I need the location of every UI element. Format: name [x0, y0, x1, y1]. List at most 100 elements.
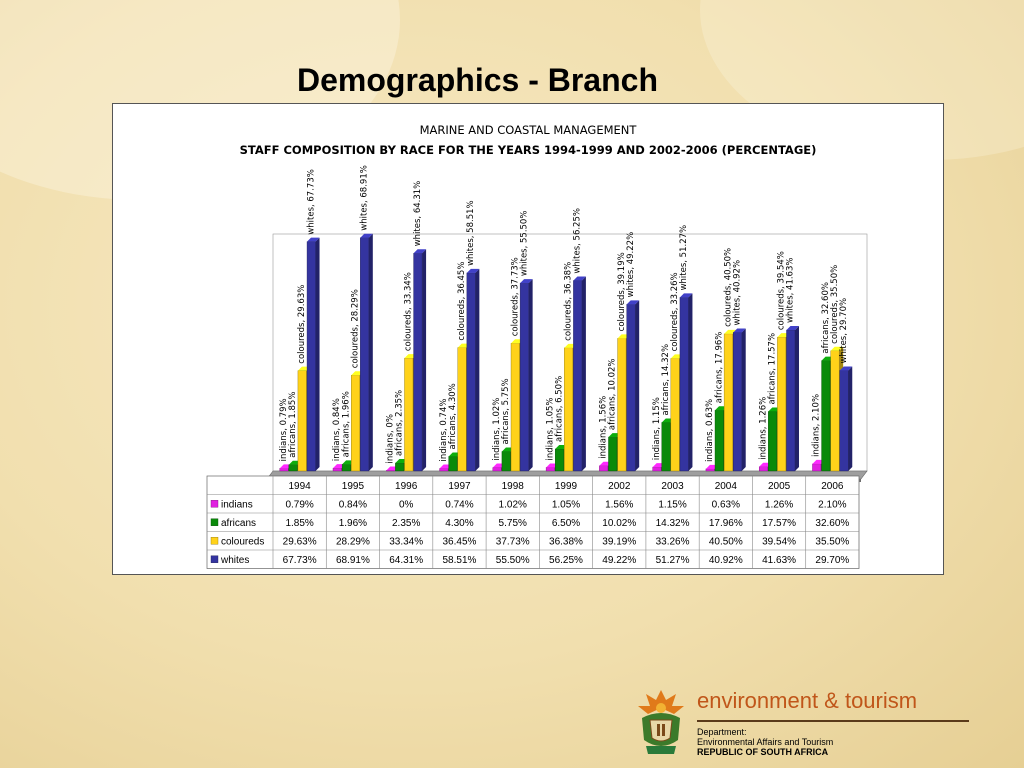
- table-cell-value: 0.79%: [285, 499, 313, 510]
- table-cell-value: 67.73%: [283, 555, 317, 566]
- table-cell-value: 33.34%: [389, 536, 423, 547]
- table-cell-value: 36.45%: [442, 536, 476, 547]
- table-cell-value: 1.85%: [285, 518, 313, 529]
- table-cell-value: 33.26%: [656, 536, 690, 547]
- bar-side: [688, 293, 693, 471]
- bar-top: [360, 233, 373, 238]
- bar-data-label: whites, 41.63%: [786, 258, 796, 324]
- table-cell-value: 55.50%: [496, 555, 530, 566]
- bar-front: [466, 272, 476, 472]
- bar-front: [812, 463, 822, 472]
- bar-data-label: africans, 4.30%: [448, 383, 458, 449]
- category-tick-label: 1998: [502, 481, 525, 492]
- bar-front: [545, 467, 555, 472]
- bar-front: [288, 464, 298, 472]
- bar-data-label: africans, 17.57%: [768, 333, 778, 405]
- table-cell-value: 36.38%: [549, 536, 583, 547]
- bar-front: [448, 456, 458, 472]
- category-tick-label: 2003: [661, 481, 684, 492]
- bar-front: [413, 253, 423, 472]
- legend-swatch: [210, 518, 219, 526]
- chart-panel: MARINE AND COASTAL MANAGEMENT STAFF COMP…: [112, 103, 944, 575]
- bar-front: [768, 411, 777, 472]
- legend-entry: africans: [221, 518, 256, 529]
- country-name: REPUBLIC OF SOUTH AFRICA: [697, 747, 829, 757]
- brand-name: environment & tourism: [697, 688, 918, 713]
- table-cell-value: 0.84%: [339, 499, 367, 510]
- bar-front: [679, 297, 689, 472]
- bar-data-label: indians, 0%: [386, 414, 396, 463]
- bar-top: [839, 366, 853, 371]
- legend-entry: coloureds: [221, 536, 264, 547]
- bar: [573, 276, 586, 472]
- table-cell-value: 39.54%: [762, 536, 796, 547]
- bar: [839, 366, 853, 472]
- bar-data-label: africans, 6.50%: [554, 376, 564, 442]
- table-cell-value: 68.91%: [336, 555, 370, 566]
- bar-data-label: whites, 56.25%: [573, 208, 583, 274]
- bar-front: [786, 329, 796, 472]
- bar-front: [510, 343, 520, 472]
- bar-data-label: indians, 0.84%: [332, 398, 342, 461]
- bar-front: [617, 338, 627, 472]
- table-cell-value: 0%: [399, 499, 414, 510]
- category-tick-label: 2005: [768, 481, 791, 492]
- bar-side: [581, 276, 586, 471]
- bar-front: [705, 468, 715, 472]
- bar-data-label: africans, 2.35%: [395, 390, 405, 456]
- table-cell-value: 28.29%: [336, 536, 370, 547]
- bar: [466, 268, 480, 472]
- table-cell-value: 0.74%: [445, 499, 473, 510]
- bar-side: [422, 249, 427, 471]
- bar-data-label: indians, 0.74%: [439, 399, 449, 462]
- category-tick-label: 1996: [395, 481, 418, 492]
- bar-data-label: whites, 55.50%: [519, 211, 529, 277]
- table-cell-value: 1.56%: [605, 499, 633, 510]
- bar: [306, 237, 320, 472]
- bar-data-label: whites, 67.73%: [306, 169, 316, 235]
- legend-swatch: [210, 537, 219, 545]
- bar-side: [794, 326, 799, 471]
- bar-front: [457, 347, 467, 472]
- category-tick-label: 2004: [715, 481, 738, 492]
- bar-front: [830, 350, 840, 472]
- table-cell-value: 6.50%: [552, 518, 580, 529]
- bar-front: [386, 470, 395, 472]
- bar-front: [395, 462, 405, 472]
- bar-data-label: indians, 1.05%: [545, 398, 555, 461]
- bar-data-label: coloureds, 33.26%: [670, 272, 680, 351]
- bar-front: [439, 468, 449, 472]
- bar-side: [741, 328, 746, 471]
- bar-front: [839, 370, 849, 472]
- table-cell-value: 2.10%: [818, 499, 846, 510]
- bar-front: [661, 422, 671, 472]
- bar-data-label: indians, 1.15%: [652, 397, 662, 460]
- bar-front: [652, 466, 662, 472]
- bar-data-label: coloureds, 36.38%: [564, 262, 574, 341]
- table-cell-value: 17.96%: [709, 518, 743, 529]
- legend-swatch: [210, 555, 219, 563]
- category-tick-label: 2002: [608, 481, 631, 492]
- table-cell-value: 40.92%: [709, 555, 743, 566]
- bar-data-label: whites, 64.31%: [413, 181, 423, 247]
- bar-data-label: coloureds, 39.54%: [777, 251, 787, 330]
- table-cell-value: 35.50%: [815, 536, 849, 547]
- table-cell-value: 1.05%: [552, 499, 580, 510]
- bar-data-label: whites, 58.51%: [466, 200, 476, 266]
- bar-front: [564, 347, 573, 472]
- table-cell-value: 41.63%: [762, 555, 796, 566]
- bar-front: [519, 282, 529, 472]
- legend-entry: indians: [221, 499, 253, 510]
- bar-top: [786, 326, 799, 331]
- bar: [360, 233, 373, 472]
- bar-side: [368, 233, 373, 471]
- bar-data-label: whites, 49.22%: [626, 232, 636, 298]
- slide-title: Demographics - Branch: [297, 62, 658, 98]
- chart-subtitle: STAFF COMPOSITION BY RACE FOR THE YEARS …: [240, 143, 817, 157]
- bar-front: [714, 409, 724, 472]
- category-tick-label: 1995: [342, 481, 365, 492]
- bar-front: [599, 465, 609, 472]
- bar-data-label: coloureds, 37.73%: [510, 257, 520, 336]
- bar-front: [821, 360, 831, 472]
- department-block: Department: Environmental Affairs and To…: [697, 727, 833, 757]
